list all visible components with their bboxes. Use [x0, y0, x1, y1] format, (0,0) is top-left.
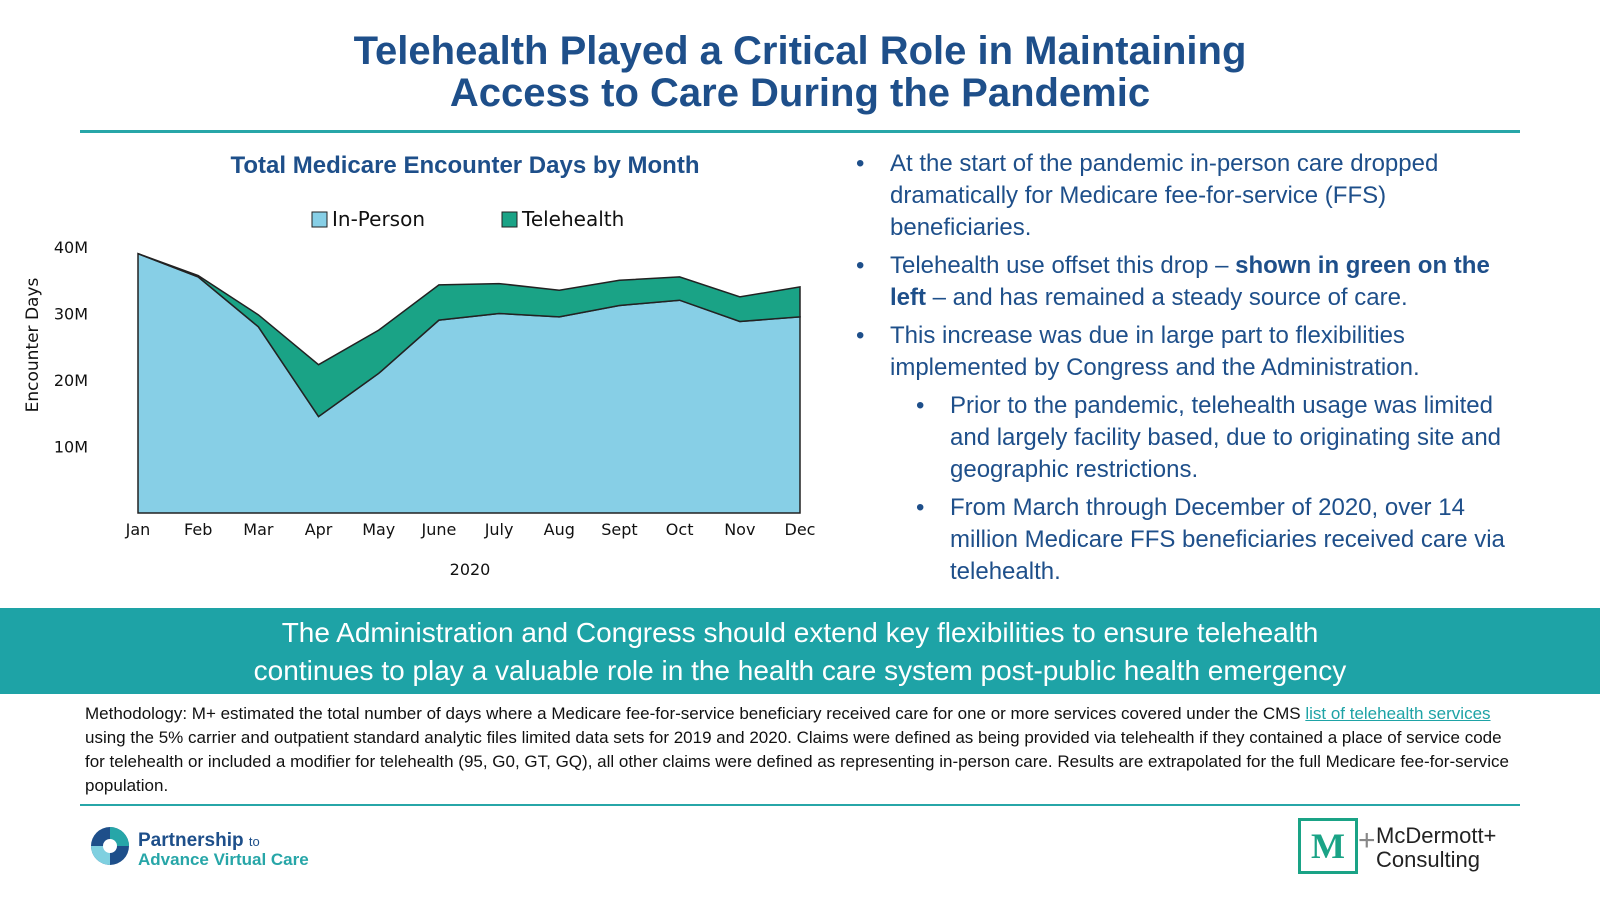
x-tick-label: July — [484, 520, 514, 539]
x-tick-label: Sept — [601, 520, 637, 539]
area-chart: 10M 20M 30M 40M Jan Feb Mar Apr May June July Aug Se… — [23, 207, 816, 579]
x-tick-label: Jan — [125, 520, 151, 539]
legend-label-telehealth: Telehealth — [521, 207, 624, 231]
x-tick-label: Aug — [544, 520, 575, 539]
bullet-2-emphasis: shown in green on the left — [890, 252, 1490, 311]
top-divider — [80, 130, 1520, 133]
x-tick-label: Feb — [184, 520, 212, 539]
legend-label-in-person: In-Person — [332, 207, 425, 231]
callout-line-2: continues to play a valuable role in the… — [253, 655, 1347, 686]
methodology-note: Methodology: M+ estimated the total numb… — [85, 704, 1509, 795]
y-tick-label: 30M — [54, 305, 88, 324]
telehealth-services-link[interactable]: list of telehealth services — [1305, 704, 1491, 723]
pavc-swirl-icon — [91, 827, 129, 865]
bottom-divider — [80, 804, 1520, 806]
bullet-2: Telehealth use offset this drop – shown … — [852, 250, 1522, 314]
x-tick-label: Dec — [785, 520, 816, 539]
sub-bullet-2: From March through December of 2020, ove… — [912, 492, 1522, 588]
x-tick-label: May — [362, 520, 395, 539]
pavc-logo: Partnership to Advance Virtual Care — [90, 826, 309, 871]
callout-line-1: The Administration and Congress should e… — [281, 617, 1319, 648]
telehealth-area — [137, 252, 801, 418]
bullet-list: At the start of the pandemic in-person c… — [852, 148, 1522, 594]
y-axis-label: Encounter Days — [23, 277, 43, 412]
bullet-3: This increase was due in large part to f… — [852, 320, 1522, 384]
title-line-1: Telehealth Played a Critical Role in Mai… — [353, 29, 1247, 73]
slide-title: Telehealth Played a Critical Role in Mai… — [0, 30, 1600, 114]
m-mark-icon: M — [1298, 818, 1358, 874]
x-axis-label: 2020 — [450, 560, 491, 579]
chart-title: Total Medicare Encounter Days by Month — [230, 152, 700, 179]
callout-banner: The Administration and Congress should e… — [0, 608, 1600, 694]
x-tick-label: Mar — [243, 520, 274, 539]
plus-icon: + — [1358, 824, 1376, 857]
sub-bullet-1: Prior to the pandemic, telehealth usage … — [912, 390, 1522, 486]
title-line-2: Access to Care During the Pandemic — [449, 71, 1151, 115]
y-tick-label: 40M — [54, 238, 88, 257]
y-tick-label: 20M — [54, 371, 88, 390]
x-tick-label: Apr — [305, 520, 333, 539]
x-tick-label: June — [420, 520, 456, 539]
y-tick-label: 10M — [54, 438, 88, 457]
bullet-1: At the start of the pandemic in-person c… — [852, 148, 1522, 244]
legend-swatch-telehealth — [501, 211, 518, 228]
x-tick-label: Nov — [724, 520, 755, 539]
legend-swatch-in-person — [311, 211, 328, 228]
x-tick-label: Oct — [666, 520, 694, 539]
